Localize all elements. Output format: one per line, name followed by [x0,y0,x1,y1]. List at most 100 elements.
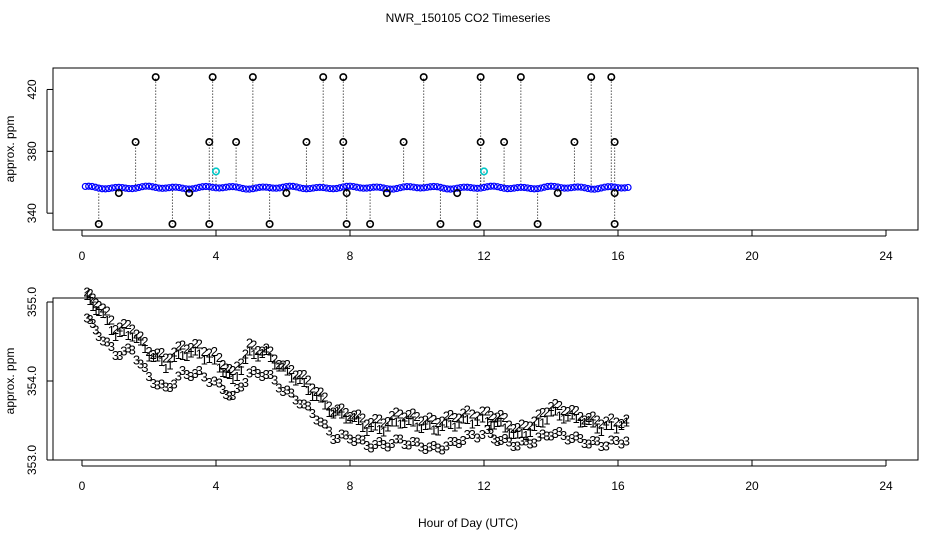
baseline-point [594,185,602,193]
baseline-point [550,182,558,191]
series-3-point: 3 [219,382,226,397]
series-1-point: 1 [246,343,253,358]
series-2-point: 2 [469,407,476,422]
baseline-point [480,183,488,192]
spike-point [185,189,194,198]
baseline-point [564,184,572,192]
series-1-point: 1 [137,333,144,348]
series-1-point: 1 [92,303,99,318]
series-3-point: 3 [137,357,144,372]
top-y-axis: 340 380 420 [25,79,53,223]
baseline-point [497,183,505,192]
series-3-point: 3 [376,434,383,449]
series-1-point: 1 [593,422,600,437]
series-2-point: 2 [531,413,538,428]
baseline-point [242,185,250,193]
baseline-point [279,183,287,191]
series-1-point: 1 [618,418,625,433]
series-3-point: 3 [112,348,119,363]
series-3-point: 3 [338,427,345,442]
series-1-point: 1 [254,349,261,364]
series-1-point: 1 [309,389,316,404]
series-3-point: 3 [334,431,341,446]
series-3-point: 3 [418,440,425,455]
baseline-point [105,184,113,193]
baseline-point [255,183,264,191]
series-3-point: 3 [494,434,501,449]
baseline-point [339,183,347,191]
baseline-point [517,183,525,191]
baseline-point [607,183,615,191]
series-2-point: 2 [242,347,249,362]
series-1-point: 1 [426,418,433,433]
series-2-point: 2 [459,406,466,421]
series-3-point: 3 [83,311,90,326]
series-2-point: 2 [376,411,383,426]
baseline-point [453,184,461,192]
series-3-point: 3 [346,431,353,446]
series-3-point: 3 [514,439,521,454]
series-1-point: 1 [608,418,615,433]
series-3-point: 3 [89,316,96,331]
series-2-point: 2 [171,345,178,360]
series-3-point: 3 [455,436,462,451]
series-3-point: 3 [263,367,270,382]
series-3-point: 3 [518,433,525,448]
baseline-point [165,184,173,192]
baseline-point [98,185,106,193]
spike-point [94,220,103,229]
series-2-point: 2 [585,410,592,425]
series-1-point: 1 [506,427,513,442]
baseline-point [483,183,491,191]
baseline-point [108,184,116,192]
series-2-point: 2 [355,406,362,421]
baseline-point [91,183,100,191]
series-1-point: 1 [334,404,341,419]
baseline-point [436,183,445,191]
series-2-point: 2 [401,410,408,425]
spike-point [232,138,241,147]
series-3-point: 3 [392,431,399,446]
series-2-point: 2 [313,384,320,399]
baseline-point [463,183,471,191]
baseline-point [178,184,187,192]
baseline-point [490,182,498,190]
series-3-point: 3 [342,427,349,442]
series-3-point: 3 [585,436,592,451]
baseline-point [195,183,203,191]
series-2-point: 2 [451,410,458,425]
series-2-point: 2 [613,415,620,430]
series-1-point: 1 [250,347,257,362]
spike-point [342,220,351,229]
series-2-point: 2 [564,404,571,419]
spike-point [208,73,217,82]
series-3-point: 3 [116,348,123,363]
bottom-y-tick-label: 355.0 [25,287,39,317]
series-1-point: 1 [459,412,466,427]
series-1-point: 1 [288,370,295,385]
series-2-point: 2 [162,351,169,366]
baseline-point [132,184,140,192]
series-2-point: 2 [95,298,102,313]
baseline-point [316,183,324,191]
top-x-tick-label: 12 [477,249,491,263]
series-1-point: 1 [129,330,136,345]
series-1-point: 1 [552,404,559,419]
series-3-point: 3 [271,373,278,388]
series-3-point: 3 [497,433,504,448]
series-3-point: 3 [284,383,291,398]
series-3-point: 3 [216,376,223,391]
baseline-point [396,184,404,192]
baseline-point [537,184,545,192]
baseline-point [500,184,508,192]
baseline-point [440,184,448,192]
spike-point [570,138,579,147]
series-1-point: 1 [145,349,152,364]
series-1-point: 1 [359,420,366,435]
series-3-point: 3 [95,329,102,344]
series-3-point: 3 [104,334,111,349]
series-3-point: 3 [309,406,316,421]
series-2-point: 2 [250,338,257,353]
series-1-point: 1 [479,410,486,425]
